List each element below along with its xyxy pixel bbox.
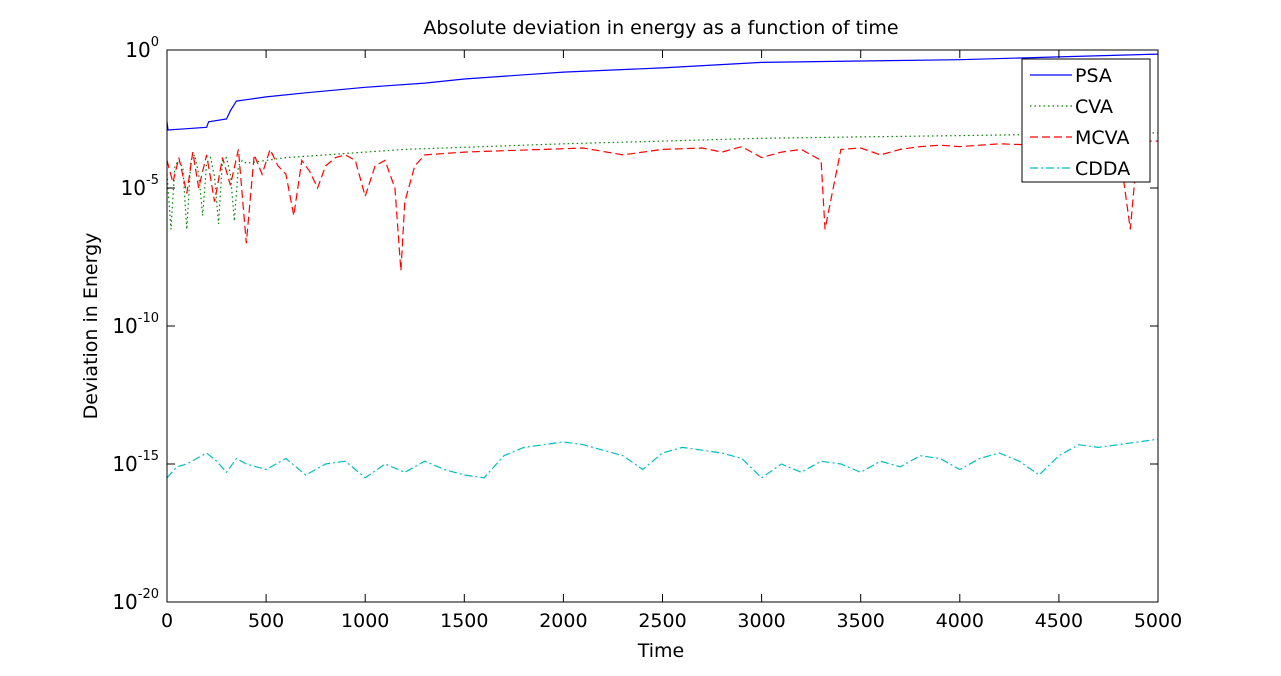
x-tick-label: 4000 xyxy=(936,610,984,632)
legend-label-mcva: MCVA xyxy=(1075,127,1129,149)
x-tick-label: 5000 xyxy=(1134,610,1182,632)
x-tick-label: 1500 xyxy=(440,610,488,632)
y-tick-label: 100 xyxy=(125,35,159,62)
plot-area xyxy=(167,50,1158,602)
legend: PSA CVA MCVA CDDA xyxy=(1021,58,1151,183)
series-line-mcva xyxy=(166,140,1158,271)
legend-label-cva: CVA xyxy=(1075,96,1113,118)
y-axis-label: Deviation in Energy xyxy=(80,233,102,420)
x-tick-label: 2500 xyxy=(638,610,686,632)
x-tick-label: 500 xyxy=(248,610,284,632)
x-tick-label: 1000 xyxy=(341,610,389,632)
legend-label-cdda: CDDA xyxy=(1075,158,1130,180)
y-tick-label: 10-20 xyxy=(112,587,159,614)
x-tick-label: 2000 xyxy=(539,610,587,632)
y-tick-label: 10-15 xyxy=(112,449,159,476)
x-tick-label: 3500 xyxy=(837,610,885,632)
x-axis-label: Time xyxy=(637,640,685,662)
axes-layer: 0 500 1000 1500 2000 2500 3000 3500 4000 4500 5000… xyxy=(112,35,1182,632)
series-line-psa xyxy=(166,53,1159,131)
legend-label-psa: PSA xyxy=(1075,65,1112,87)
series-layer xyxy=(166,53,1159,479)
x-tick-label: 3000 xyxy=(737,610,785,632)
x-tick-label: 0 xyxy=(161,610,173,632)
chart-title: Absolute deviation in energy as a functi… xyxy=(423,17,898,39)
y-tick-label: 10-10 xyxy=(112,311,159,338)
x-tick-label: 4500 xyxy=(1035,610,1083,632)
series-line-cdda xyxy=(166,438,1159,479)
legend-box xyxy=(1021,58,1151,183)
y-tick-label: 10-5 xyxy=(121,173,159,200)
